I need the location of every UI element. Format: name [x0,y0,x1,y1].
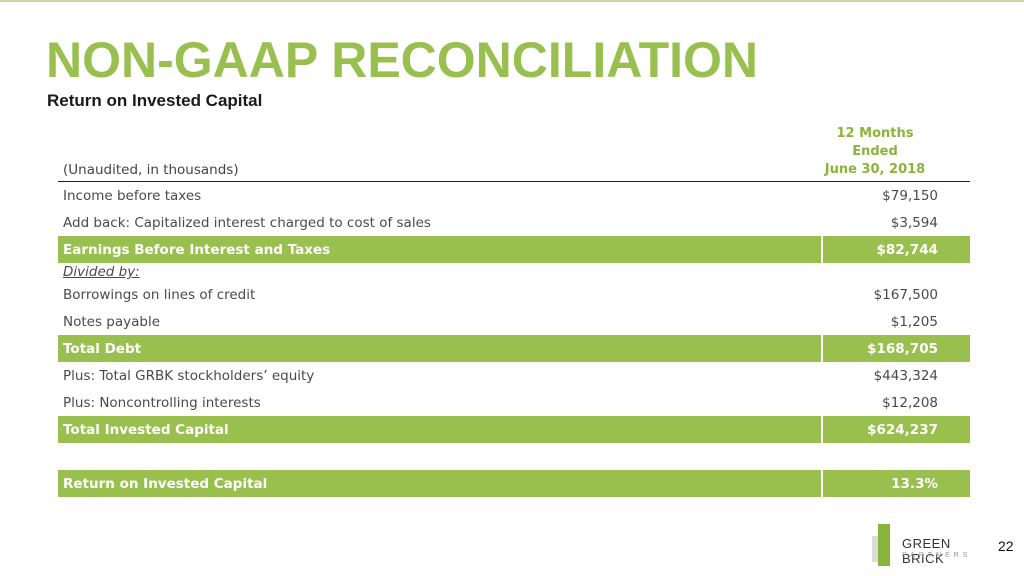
period-line-2: Ended [852,144,898,159]
period-line-1: 12 Months [836,126,914,141]
row-label: Plus: Total GRBK stockholders’ equity [63,367,315,384]
table-row-highlight: Earnings Before Interest and Taxes $82,7… [58,236,970,263]
row-spacer [58,443,970,470]
logo-mark-green [878,524,890,566]
row-value: $79,150 [882,187,938,204]
period-header: 12 Months Ended June 30, 2018 [810,125,940,179]
page-number: 22 [998,538,1014,554]
table-row: Borrowings on lines of credit $167,500 [58,281,970,308]
period-line-3: June 30, 2018 [824,162,926,177]
row-label: Total Debt [63,340,142,357]
row-value: $82,744 [821,236,970,263]
reconciliation-table: (Unaudited, in thousands) 12 Months Ende… [58,125,970,497]
row-value: $3,594 [890,214,938,231]
row-value: 13.3% [821,470,970,497]
row-label: Notes payable [63,313,161,330]
table-row: Plus: Total GRBK stockholders’ equity $4… [58,362,970,389]
row-value: $624,237 [821,416,970,443]
row-label: Return on Invested Capital [63,475,268,492]
row-value: $12,208 [882,394,938,411]
row-value: $167,500 [873,286,938,303]
table-row-highlight: Total Invested Capital $624,237 [58,416,970,443]
row-label: Income before taxes [63,187,202,204]
table-row-section: Divided by: [58,263,970,281]
top-rule [0,0,1024,2]
logo-subtext: PARTNERS [902,552,972,559]
row-label: Divided by: [63,264,140,280]
table-row: Income before taxes $79,150 [58,182,970,209]
row-value: $168,705 [821,335,970,362]
table-row: Plus: Noncontrolling interests $12,208 [58,389,970,416]
logo-mark-gray [872,536,882,562]
table-row-highlight: Total Debt $168,705 [58,335,970,362]
table-row: Add back: Capitalized interest charged t… [58,209,970,236]
table-row-highlight: Return on Invested Capital 13.3% [58,470,970,497]
row-value: $1,205 [890,313,938,330]
logo-name: GREEN BRICK [902,536,951,566]
row-label: Borrowings on lines of credit [63,286,256,303]
row-label: Add back: Capitalized interest charged t… [63,214,431,231]
units-note: (Unaudited, in thousands) [63,162,239,178]
page-subtitle: Return on Invested Capital [47,91,263,110]
green-brick-logo: GREEN BRICK PARTNERS [872,524,992,568]
table-row: Notes payable $1,205 [58,308,970,335]
page-title: NON-GAAP RECONCILIATION [46,32,759,88]
row-label: Total Invested Capital [63,421,229,438]
row-label: Earnings Before Interest and Taxes [63,241,331,258]
row-label: Plus: Noncontrolling interests [63,394,261,411]
table-header: (Unaudited, in thousands) 12 Months Ende… [58,125,970,182]
row-value: $443,324 [873,367,938,384]
